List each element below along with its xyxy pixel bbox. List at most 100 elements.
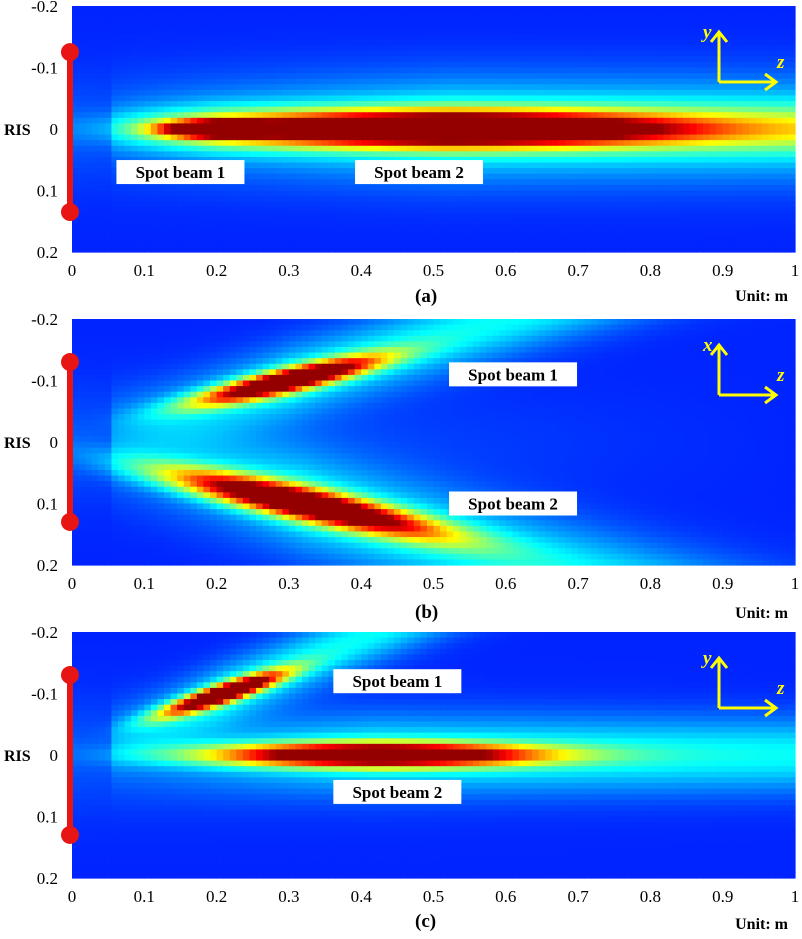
heatmap-cell: [578, 117, 586, 125]
heatmap-cell: [111, 229, 119, 236]
heatmap-cell: [387, 129, 395, 136]
heatmap-cell: [394, 78, 402, 85]
heatmap-cell: [716, 201, 724, 208]
heatmap-cell: [604, 6, 612, 13]
heatmap-cell: [256, 190, 264, 197]
heatmap-cell: [282, 173, 290, 180]
heatmap-cell: [137, 246, 145, 253]
heatmap-cell: [775, 240, 783, 248]
heatmap-cell: [551, 168, 559, 175]
heatmap-cell: [656, 17, 665, 24]
heatmap-cell: [348, 61, 356, 69]
heatmap-cell: [505, 56, 513, 63]
heatmap-cell: [748, 173, 757, 180]
heatmap-cell: [361, 184, 369, 192]
heatmap-cell: [72, 84, 80, 91]
heatmap-cell: [328, 61, 336, 69]
heatmap-cell: [532, 212, 540, 220]
heatmap-cell: [472, 117, 481, 125]
heatmap-cell: [354, 78, 362, 85]
heatmap-cell: [505, 179, 513, 186]
heatmap-cell: [328, 101, 336, 108]
heatmap-cell: [505, 129, 513, 136]
heatmap-cell: [256, 134, 264, 141]
heatmap-cell: [492, 84, 500, 91]
heatmap-cell: [164, 39, 172, 46]
heatmap-cell: [663, 246, 671, 253]
heatmap-cell: [479, 50, 487, 57]
heatmap-cell: [604, 106, 612, 113]
heatmap-cell: [656, 6, 665, 13]
heatmap-cell: [354, 28, 362, 35]
heatmap-cell: [170, 117, 178, 125]
heatmap-cell: [190, 240, 198, 248]
heatmap-cell: [775, 173, 783, 180]
heatmap-cell: [98, 17, 106, 24]
heatmap-cell: [525, 11, 533, 18]
heatmap-cell: [637, 129, 645, 136]
heatmap-cell: [111, 112, 119, 119]
heatmap-cell: [709, 134, 717, 141]
heatmap-cell: [104, 67, 113, 74]
heatmap-cell: [157, 17, 165, 24]
heatmap-cell: [479, 73, 487, 80]
heatmap-cell: [755, 207, 763, 214]
heatmap-cell: [72, 179, 80, 186]
heatmap-cell: [196, 184, 205, 192]
heatmap-cell: [203, 73, 211, 80]
heatmap-cell: [597, 140, 605, 147]
heatmap-cell: [190, 151, 198, 158]
heatmap-cell: [440, 240, 448, 248]
heatmap-cell: [683, 101, 691, 108]
heatmap-cell: [354, 50, 362, 57]
heatmap-cell: [768, 33, 776, 41]
heatmap-cell: [466, 123, 474, 130]
heatmap-cell: [788, 235, 796, 242]
heatmap-cell: [72, 67, 80, 74]
heatmap-cell: [249, 218, 257, 225]
heatmap-cell: [486, 45, 494, 52]
heatmap-cell: [361, 22, 369, 29]
heatmap-cell: [170, 101, 178, 108]
heatmap-cell: [656, 84, 665, 91]
heatmap-cell: [525, 145, 533, 152]
heatmap-cell: [538, 123, 546, 130]
heatmap-cell: [131, 50, 139, 57]
heatmap-cell: [453, 56, 461, 63]
heatmap-cell: [459, 78, 467, 85]
heatmap-cell: [387, 151, 395, 158]
heatmap-cell: [571, 162, 579, 169]
heatmap-cell: [650, 117, 658, 125]
heatmap-cell: [630, 101, 638, 108]
heatmap-cell: [256, 73, 264, 80]
heatmap-cell: [676, 207, 684, 214]
heatmap-cell: [676, 117, 684, 125]
heatmap-cell: [670, 101, 678, 108]
heatmap-cell: [591, 190, 599, 197]
heatmap-cell: [210, 229, 218, 236]
heatmap-cell: [532, 140, 540, 147]
heatmap-cell: [170, 240, 178, 248]
heatmap-cell: [696, 207, 704, 214]
heatmap-cell: [137, 56, 145, 63]
heatmap-cell: [341, 207, 349, 214]
heatmap-cell: [768, 140, 776, 147]
heatmap-cell: [446, 246, 454, 253]
heatmap-cell: [788, 6, 796, 13]
heatmap-cell: [229, 134, 237, 141]
heatmap-cell: [762, 89, 770, 97]
heatmap-cell: [466, 145, 474, 152]
heatmap-cell: [426, 45, 435, 52]
heatmap-cell: [584, 190, 592, 197]
heatmap-cell: [637, 151, 645, 158]
heatmap-cell: [321, 50, 329, 57]
heatmap-cell: [282, 240, 290, 248]
heatmap-cell: [768, 134, 776, 141]
heatmap-cell: [479, 39, 487, 46]
heatmap-cell: [709, 39, 717, 46]
heatmap-cell: [742, 196, 750, 203]
heatmap-cell: [656, 45, 665, 52]
heatmap-cell: [545, 67, 553, 74]
heatmap-cell: [72, 235, 80, 242]
heatmap-cell: [387, 6, 395, 13]
